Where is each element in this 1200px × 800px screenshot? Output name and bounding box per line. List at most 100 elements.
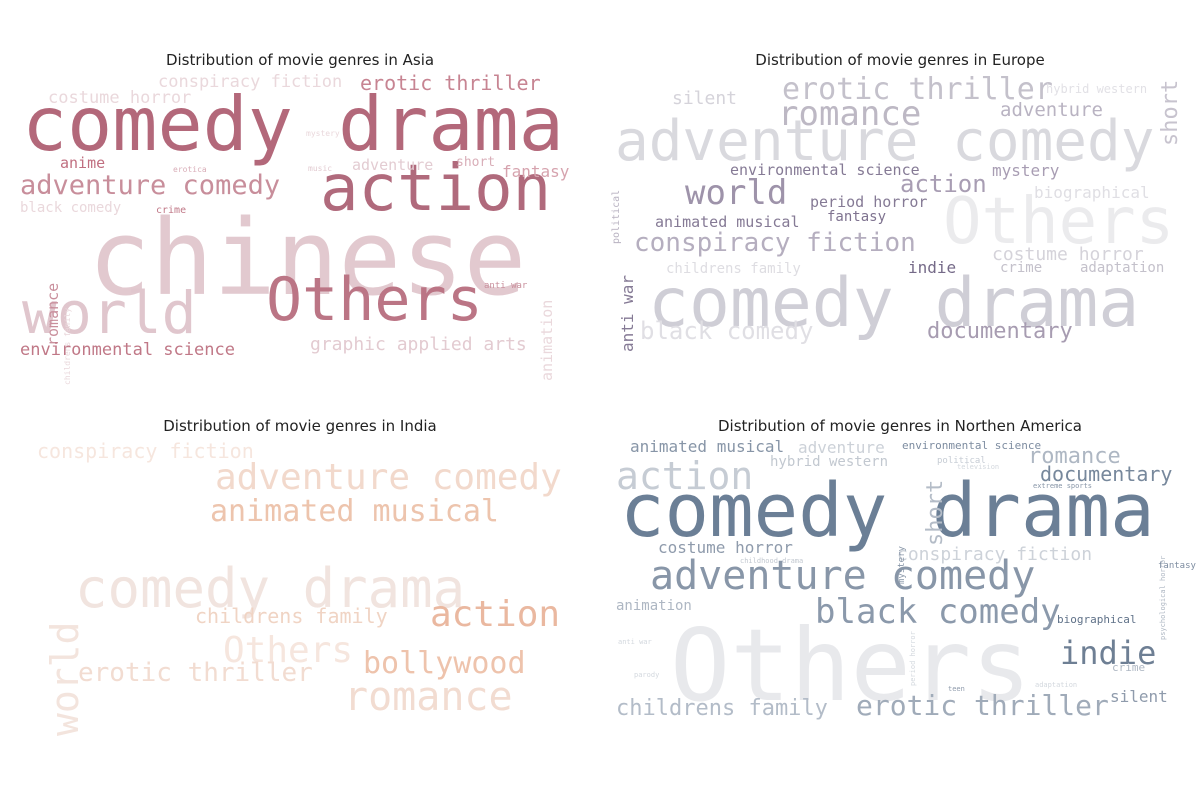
wordcloud-word: childrens family [616,696,828,721]
wordcloud-word: crime [1000,260,1043,276]
wordcloud-word: childhood drama [740,557,804,565]
wordcloud-panel-india: Distribution of movie genres in India co… [0,400,600,800]
wordcloud-word: documentary [927,319,1073,344]
wordcloud-word: action [900,170,987,198]
wordcloud-word: environmental science [20,340,235,360]
wordcloud-word: childrens family [666,261,801,277]
wordcloud-word: erotic thriller [78,658,313,688]
wordcloud-word: Others [266,265,483,335]
wordcloud-word: comedy drama [75,557,466,620]
wordcloud-word: teen [948,685,965,693]
wordcloud-word: Others [670,607,1032,724]
chart-title: Distribution of movie genres in Europe [755,51,1045,69]
wordcloud-word: world [22,279,197,347]
wordcloud-word: adaptation [1080,260,1165,276]
wordcloud-word: political [937,456,986,466]
chart-title: Distribution of movie genres in Northen … [717,417,1082,435]
wordcloud-word: graphic applied arts [310,334,527,355]
wordcloud-word: environmental science [902,439,1042,452]
wordcloud-word: hybrid western [1046,82,1148,96]
wordcloud-word: erotic thriller [856,689,1109,722]
wordcloud-word: action [430,594,561,635]
wordcloud-word: biographical [1057,613,1137,626]
wordcloud-word: fantasy [502,162,570,181]
wordcloud-canvas: adventure comedy comedy drama Others erotic… [610,70,1190,370]
wordcloud-word: silent [672,88,738,109]
wordcloud-canvas: Others comedy drama adventure comedy action… [610,436,1196,736]
wordcloud-word: costume horror [992,244,1144,265]
wordcloud-word: Others [223,630,354,671]
wordcloud-canvas: comedy drama adventure comedy animated mus… [10,436,590,736]
wordcloud-word: political [611,189,622,244]
wordcloud-word: romance [344,674,513,720]
wordcloud-word: extreme sports [1033,482,1093,490]
wordcloud-canvas: chinese comedy drama action Others world adve… [10,70,590,385]
wordcloud-panel-northern-america: Distribution of movie genres in Northen … [600,400,1200,800]
wordcloud-word: conspiracy fiction [634,228,916,258]
chart-title: Distribution of movie genres in India [163,417,437,435]
wordcloud-word: animated musical [655,213,800,231]
wordcloud-word: mystery [992,161,1060,180]
wordcloud-word: conspiracy fiction [37,439,254,463]
wordcloud-word: documentary [1040,462,1173,486]
wordcloud-word: childrens family [63,307,72,385]
wordcloud-word: television [957,463,1000,471]
wordcloud-word: adventure comedy [615,109,1155,174]
wordcloud-word: Others [943,185,1175,259]
wordcloud-word: chinese [88,197,527,319]
wordcloud-word: erotic thriller [782,72,1053,107]
wordcloud-panel-europe: Distribution of movie genres in Europe a… [600,0,1200,400]
wordcloud-word: mystery [897,546,907,584]
wordcloud-word: romance [1028,444,1121,469]
wordcloud-word: short [456,155,496,170]
wordcloud-word: crime [1112,661,1146,674]
wordcloud-word: mystery [306,129,340,138]
wordcloud-word: period horror [810,193,928,211]
wordcloud-word: silent [1110,687,1168,706]
wordcloud-word: parody [634,671,660,679]
wordcloud-word: animation [538,299,556,381]
wordcloud-word: animated musical [630,437,785,456]
wordcloud-word: animation [616,598,692,614]
wordcloud-word: biographical [1034,183,1150,202]
wordcloud-word: childrens family [195,604,388,628]
wordcloud-word: hybrid western [770,454,889,470]
wordcloud-word: adaptation [1035,681,1078,689]
chart-title: Distribution of movie genres in Asia [165,51,435,69]
wordcloud-word: period horror [909,631,917,686]
wordcloud-word: black comedy [640,317,814,345]
wordcloud-word: short [1158,79,1183,146]
wordcloud-word: psychological horror [1159,555,1167,640]
wordcloud-panel-asia: Distribution of movie genres in Asia chi… [0,0,600,400]
wordcloud-word: black comedy [20,200,122,216]
wordcloud-word: black comedy [815,592,1061,632]
wordcloud-word: conspiracy fiction [897,544,1093,565]
wordcloud-word: world [43,621,87,736]
wordcloud-word: costume horror [48,88,192,108]
wordcloud-word: action [320,152,552,226]
wordcloud-word: conspiracy fiction [158,72,343,92]
wordcloud-word: indie [908,258,957,277]
wordcloud-word: crime [156,205,187,216]
wordcloud-word: adventure [1000,99,1103,121]
wordcloud-word: environmental science [730,161,920,179]
wordcloud-word: anti war [618,274,637,352]
wordcloud-word: animated musical [210,494,499,529]
wordcloud-word: comedy drama [620,468,1155,554]
wordcloud-word: adventure [352,156,434,174]
wordcloud-word: fantasy [1158,561,1196,571]
wordcloud-word: romance [778,94,922,134]
wordcloud-word: action [616,454,754,498]
wordcloud-word: anti war [484,281,528,291]
wordcloud-word: world [685,173,788,213]
wordcloud-word: romance [44,282,62,346]
wordcloud-word: short [923,479,948,546]
wordcloud-word: adventure comedy [20,170,281,201]
wordcloud-word: erotica [173,165,207,174]
wordcloud-word: fantasy [827,209,887,225]
wordcloud-word: adventure [798,438,885,457]
wordcloud-word: erotic thriller [360,71,541,95]
wordcloud-word: music [308,164,333,173]
wordcloud-word: adventure comedy [650,553,1036,599]
wordcloud-word: comedy drama [648,264,1140,343]
